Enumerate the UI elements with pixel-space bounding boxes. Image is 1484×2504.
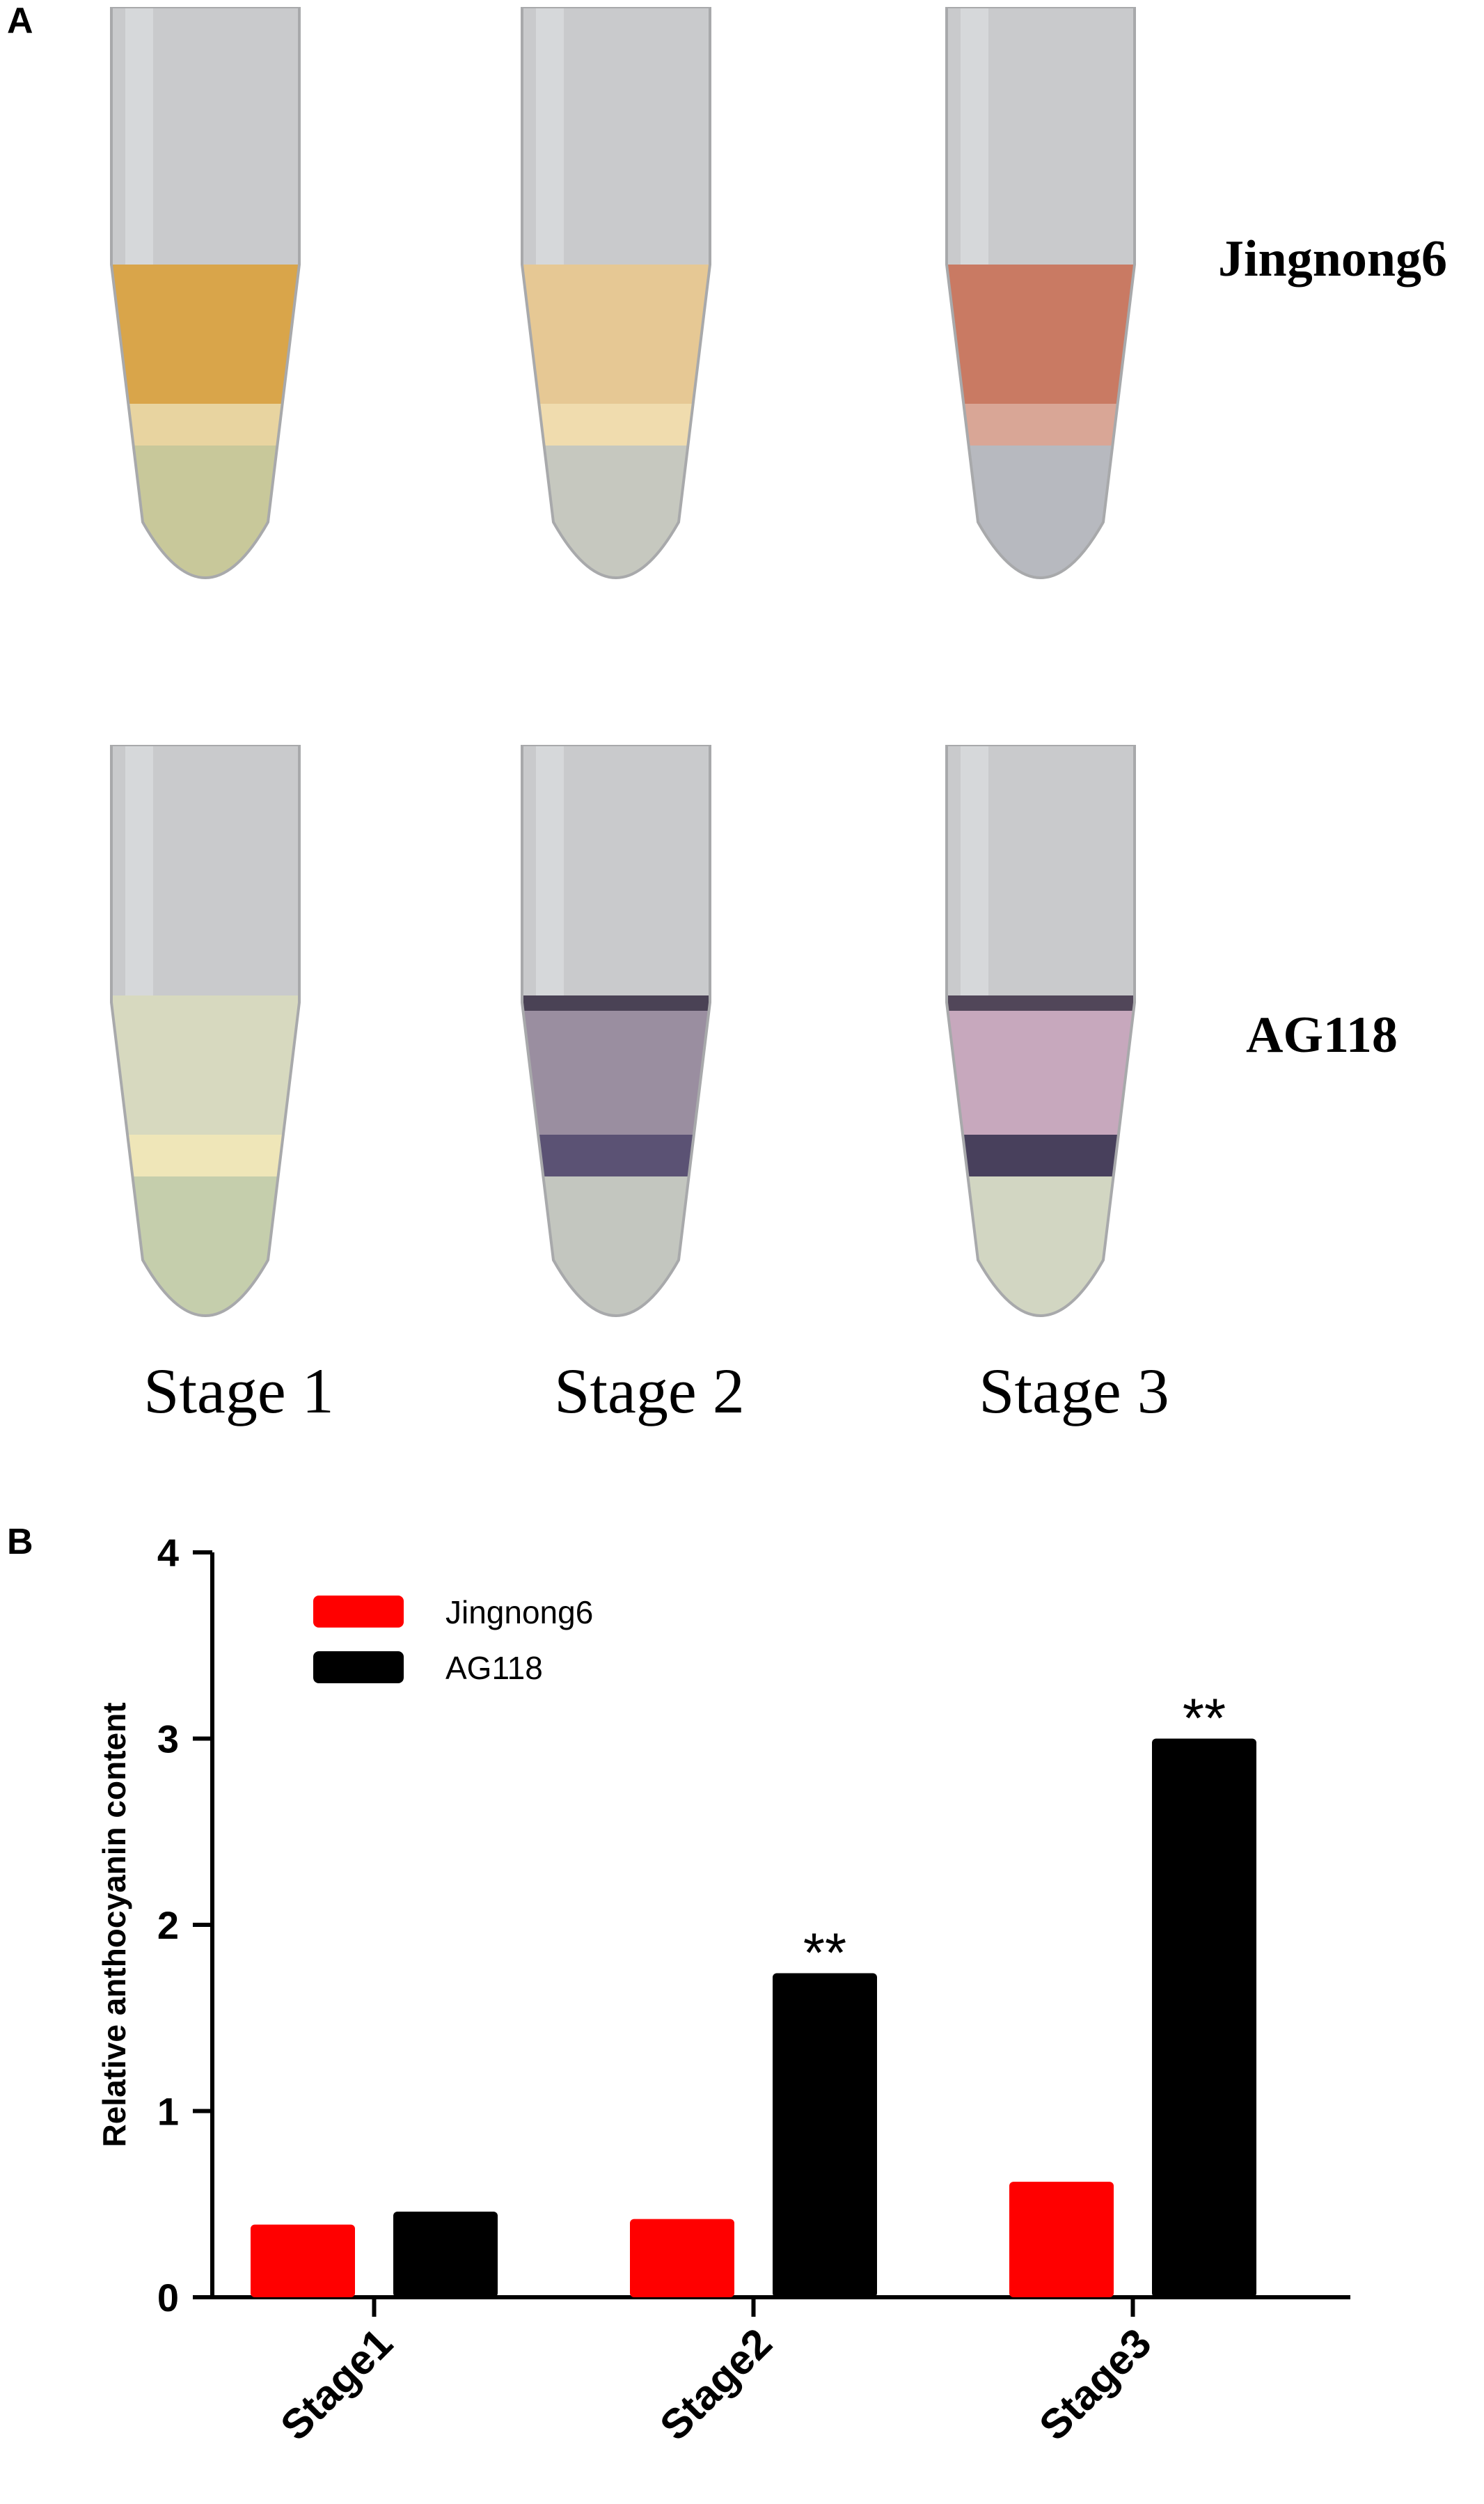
x-tick-label: Stage3 — [1030, 2320, 1160, 2450]
tube-photo — [110, 7, 301, 579]
panel-a-label: A — [7, 1, 33, 41]
tube-tip — [947, 446, 1135, 578]
photo-panel: A Jingnong6 AG118 Stage 1 Stage 2 Stage … — [7, 1, 1448, 1426]
tube-tip — [111, 446, 299, 578]
row-label-ag118: AG118 — [1246, 1007, 1398, 1064]
y-tick-label: 3 — [157, 1717, 179, 1761]
x-tick-label: Stage1 — [271, 2320, 402, 2450]
tube-band — [111, 1135, 299, 1176]
tube-liquid — [947, 995, 1135, 1156]
bar-ag118-stage1 — [393, 2211, 498, 2297]
panel-b-label: B — [7, 1522, 33, 1562]
tube-tip — [522, 446, 710, 578]
legend-swatch — [313, 1651, 404, 1683]
bar-ag118-stage2 — [773, 1973, 877, 2297]
bar-chart: 0 1 2 3 4 Relative anthocyanin content Stage1 *… — [96, 1531, 1350, 2450]
tube-photo — [945, 7, 1136, 579]
y-axis-title: Relative anthocyanin content — [96, 1702, 132, 2147]
tube-photo — [521, 745, 711, 1317]
y-tick-label: 1 — [157, 2090, 179, 2134]
tube-band — [111, 404, 299, 446]
tube-band — [947, 404, 1135, 446]
tube-photo — [945, 745, 1136, 1317]
bar-ag118-stage3 — [1152, 1738, 1256, 2297]
y-tick-label: 2 — [157, 1903, 179, 1947]
tube-band — [522, 404, 710, 446]
x-tick-label: Stage2 — [651, 2320, 781, 2450]
tube-liquid — [947, 265, 1135, 425]
stage-label-2: Stage 2 — [554, 1355, 745, 1426]
legend-label: Jingnong6 — [445, 1594, 593, 1630]
row-label-jingnong6: Jingnong6 — [1218, 230, 1448, 288]
bar-jingnong6-stage1 — [251, 2224, 355, 2297]
legend-label: AG118 — [445, 1650, 543, 1686]
tube-photo — [521, 7, 711, 579]
stage-label-3: Stage 3 — [979, 1355, 1169, 1426]
tube-liquid — [522, 995, 710, 1156]
y-tick-label: 0 — [157, 2276, 179, 2320]
tube-liquid — [111, 265, 299, 425]
tube-band — [947, 1135, 1135, 1176]
stage-label-1: Stage 1 — [143, 1355, 334, 1426]
tube-photo — [110, 745, 301, 1317]
tube-liquid — [111, 995, 299, 1156]
bar-jingnong6-stage2 — [630, 2219, 734, 2297]
legend-swatch — [313, 1596, 404, 1628]
bar-jingnong6-stage3 — [1009, 2182, 1114, 2297]
tube-liquid — [522, 265, 710, 425]
significance-label: ** — [803, 1922, 846, 1984]
tube-band — [522, 1135, 710, 1176]
significance-label: ** — [1183, 1687, 1226, 1749]
y-tick-label: 4 — [157, 1531, 179, 1575]
